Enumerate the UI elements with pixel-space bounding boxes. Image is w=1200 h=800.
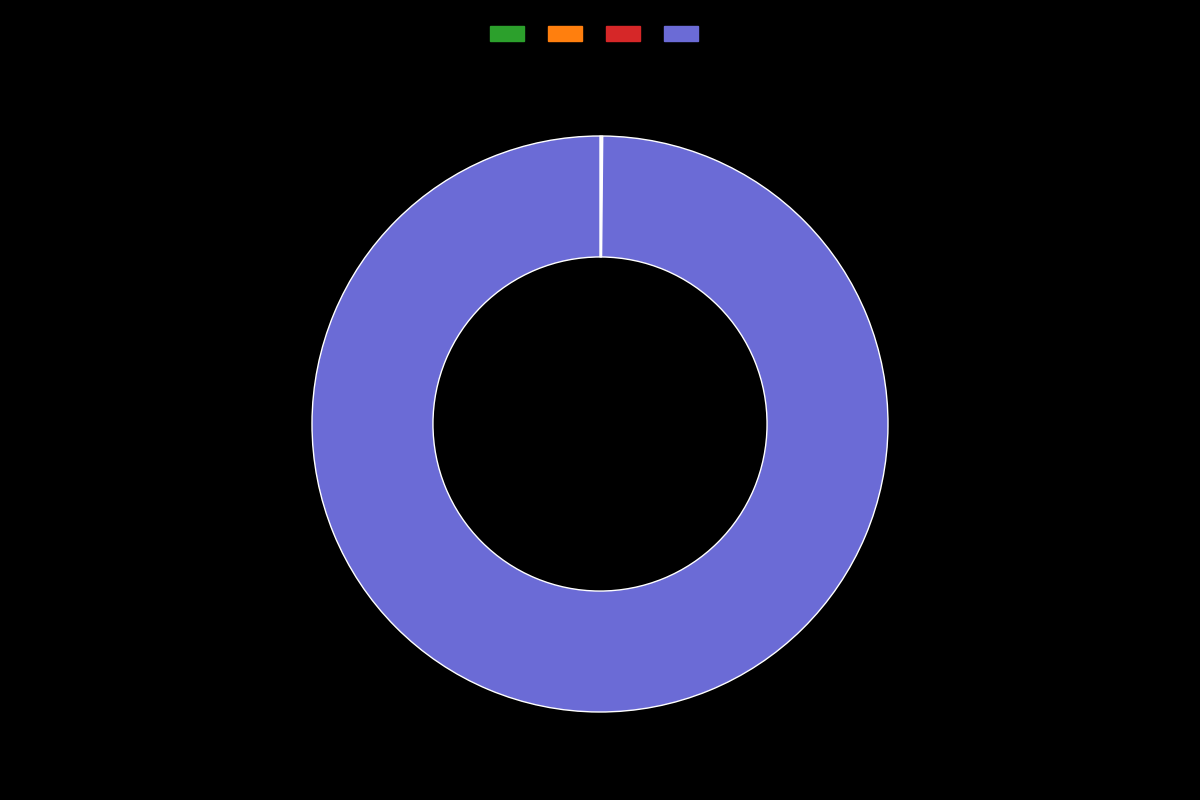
Wedge shape [600, 136, 602, 257]
Wedge shape [312, 136, 888, 712]
Legend: , , , : , , , [486, 22, 714, 46]
Wedge shape [601, 136, 602, 257]
